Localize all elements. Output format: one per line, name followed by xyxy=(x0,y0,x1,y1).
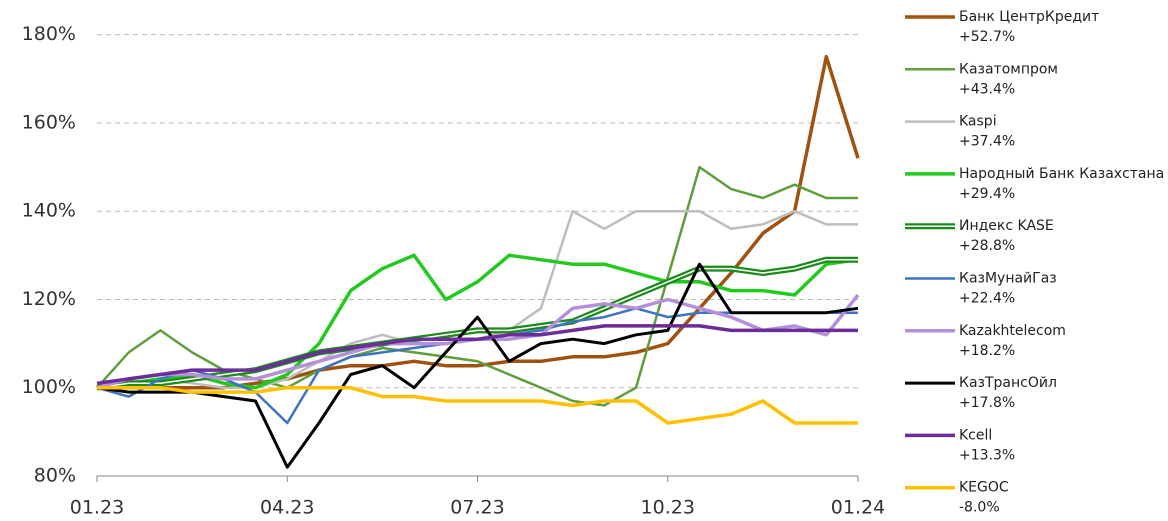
legend-change: +29.4% xyxy=(959,186,1015,202)
y-tick-label: 120% xyxy=(22,288,76,310)
x-tick-label: 01.23 xyxy=(70,497,124,519)
legend-change: +28.8% xyxy=(959,238,1015,254)
legend-label: Казатомпром xyxy=(959,61,1058,77)
legend-change: +43.4% xyxy=(959,81,1015,97)
legend-label: Kaspi xyxy=(959,114,997,130)
x-tick-label: 01.24 xyxy=(831,497,885,519)
legend-label: Индекс KASE xyxy=(959,218,1054,234)
x-tick-label: 07.23 xyxy=(450,497,504,519)
legend-change: +37.4% xyxy=(959,134,1015,150)
legend-label: KEGOC xyxy=(959,480,1009,496)
legend-change: +52.7% xyxy=(959,29,1015,45)
x-tick-label: 10.23 xyxy=(641,497,695,519)
legend-change: +22.4% xyxy=(959,291,1015,307)
y-tick-label: 140% xyxy=(22,200,76,222)
legend-label: КазТрансОйл xyxy=(959,375,1057,391)
series-line xyxy=(96,324,858,386)
legend-change: -8.0% xyxy=(959,500,1000,516)
legend-label: Kazakhtelecom xyxy=(959,323,1066,339)
y-tick-label: 180% xyxy=(22,23,76,45)
y-tick-label: 80% xyxy=(34,465,76,487)
legend-label: КазМунайГаз xyxy=(959,271,1057,287)
legend-label: Народный Банк Казахстана xyxy=(959,166,1164,182)
legend-change: +18.2% xyxy=(959,343,1015,359)
series-line xyxy=(96,253,859,390)
legend-label: Kcell xyxy=(959,427,992,443)
line-highlight xyxy=(96,258,858,389)
legend-change: +13.3% xyxy=(959,447,1015,463)
series-line xyxy=(96,262,859,469)
legend-change: +17.8% xyxy=(959,395,1015,411)
series-line xyxy=(97,385,858,425)
legend-label: Банк ЦентрКредит xyxy=(959,9,1099,25)
y-tick-label: 160% xyxy=(22,111,76,133)
y-tick-label: 100% xyxy=(22,376,76,398)
x-tick-label: 04.23 xyxy=(260,497,314,519)
